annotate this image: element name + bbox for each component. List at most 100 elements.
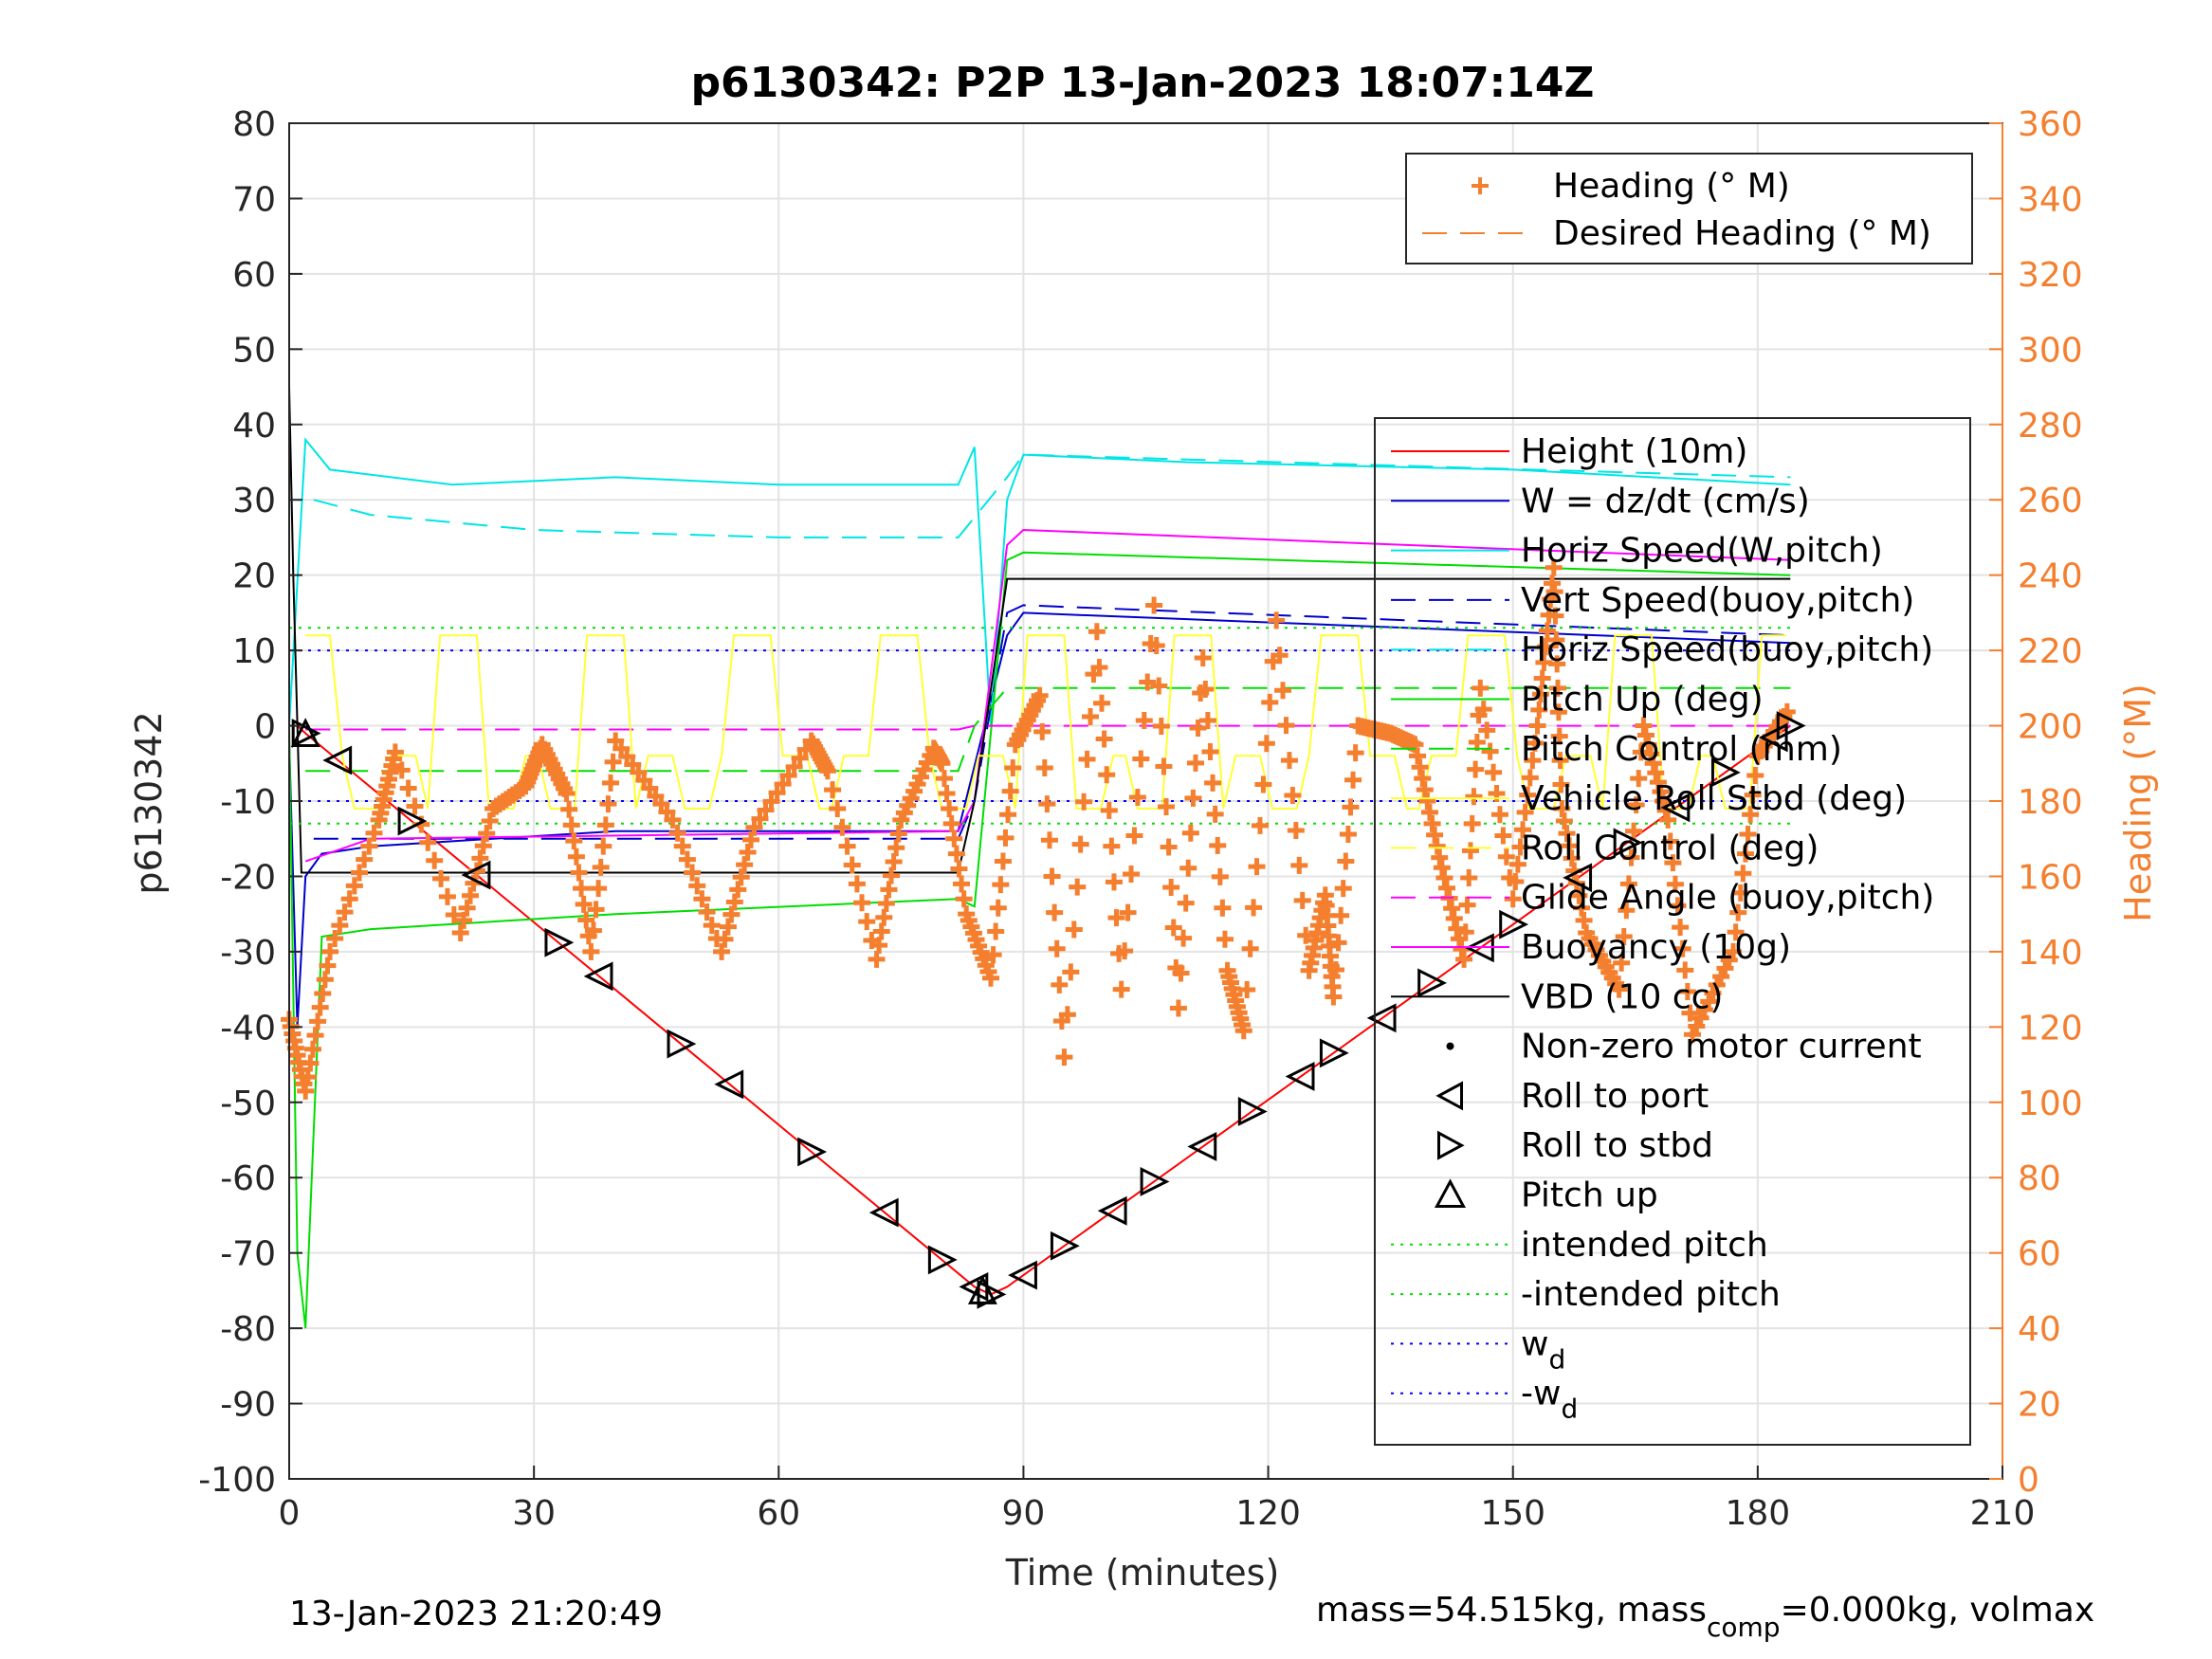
heading-point <box>722 905 740 923</box>
heading-point <box>1058 1006 1076 1024</box>
heading-point <box>1528 717 1546 735</box>
heading-point <box>1277 717 1295 735</box>
heading-point <box>1150 677 1168 695</box>
heading-point <box>587 901 605 919</box>
heading-point <box>1197 681 1215 699</box>
heading-point <box>1669 897 1687 915</box>
heading-point <box>1524 752 1542 770</box>
legend-label: Roll Control (deg) <box>1521 829 1819 867</box>
heading-point <box>693 890 711 908</box>
legend-label-text: Glide Angle (buoy,pitch) <box>1521 879 1934 918</box>
heading-point <box>1418 793 1436 810</box>
heading-point <box>678 850 696 868</box>
heading-point <box>1046 903 1064 921</box>
y-right-tick-label: 160 <box>2018 858 2083 897</box>
heading-point <box>877 895 895 913</box>
heading-point <box>941 799 959 817</box>
roll-port-marker <box>583 961 613 992</box>
heading-point <box>1546 607 1564 625</box>
heading-point <box>360 837 378 855</box>
heading-point <box>321 942 339 960</box>
heading-point <box>1271 647 1289 665</box>
heading-point <box>719 918 737 936</box>
x-tick-label: 90 <box>1002 1494 1046 1533</box>
heading-point <box>1206 805 1224 823</box>
heading-point <box>1155 757 1173 775</box>
heading-point <box>945 830 963 848</box>
heading-point <box>567 848 585 866</box>
heading-point <box>1545 583 1563 601</box>
heading-point <box>1448 920 1466 938</box>
legend-label: Horiz Speed(W,pitch) <box>1521 532 1883 571</box>
heading-point <box>1075 793 1093 811</box>
y-tick-label: 10 <box>232 632 276 671</box>
y-right-tick-label: 340 <box>2018 180 2083 219</box>
legend-tri-right <box>1437 1130 1465 1160</box>
heading-point <box>1644 755 1662 773</box>
heading-point <box>582 942 600 960</box>
heading-point <box>1119 903 1137 921</box>
heading-point <box>768 784 786 802</box>
heading-point <box>426 851 444 869</box>
heading-point <box>1132 750 1150 768</box>
heading-point <box>838 837 856 855</box>
heading-point <box>1071 835 1089 853</box>
legend-label: Vert Speed(buoy,pitch) <box>1521 581 1914 620</box>
heading-point <box>562 816 580 834</box>
x-tick-label: 0 <box>279 1494 301 1533</box>
y-tick-label: -30 <box>220 934 276 973</box>
heading-point <box>1048 939 1066 957</box>
heading-point <box>824 781 842 799</box>
roll-stbd-marker <box>291 719 321 748</box>
axes: 0 30 60 90 120 150 180 210-100-90-80-70-60-50-4… <box>198 105 2082 1533</box>
roll-stbd-marker <box>1237 1097 1268 1126</box>
heading-point <box>1177 894 1195 912</box>
roll-stbd-marker <box>1050 1231 1080 1261</box>
heading-point <box>462 886 480 904</box>
x-tick-label: 120 <box>1235 1494 1301 1533</box>
heading-point <box>584 921 602 939</box>
heading-point <box>1033 722 1051 740</box>
heading-point <box>1460 869 1478 887</box>
heading-point <box>1116 942 1134 960</box>
legend-heading-box <box>1405 153 1973 264</box>
heading-point <box>1474 701 1492 719</box>
heading-point <box>1627 795 1645 813</box>
heading-point <box>1456 923 1474 941</box>
heading-point <box>474 837 492 855</box>
heading-point <box>785 757 803 775</box>
legend-label-sub: d <box>1561 1394 1578 1425</box>
heading-point <box>1428 837 1446 855</box>
y-tick-label: -90 <box>220 1386 276 1425</box>
heading-point <box>1128 789 1146 807</box>
heading-point <box>331 917 349 935</box>
heading-point <box>885 852 903 870</box>
heading-point <box>1490 806 1508 824</box>
heading-point <box>1678 982 1696 1000</box>
heading-point <box>471 849 489 867</box>
series-pitch-up <box>288 551 1791 1329</box>
heading-point <box>883 866 901 884</box>
heading-point <box>745 818 763 836</box>
series-glide <box>305 724 1791 731</box>
heading-point <box>1729 903 1747 921</box>
heading-point <box>451 924 469 942</box>
heading-point <box>386 743 404 761</box>
legend-tri-up <box>1434 1178 1467 1208</box>
heading-point <box>1040 831 1058 849</box>
roll-stbd-marker <box>667 1029 697 1059</box>
heading-point <box>994 852 1012 870</box>
heading-point <box>1549 679 1567 697</box>
heading-point <box>742 830 760 848</box>
roll-port-marker <box>322 745 353 775</box>
y-right-tick-label: 100 <box>2018 1085 2083 1123</box>
roll-stbd-marker <box>1319 1038 1349 1068</box>
y-tick-label: -20 <box>220 858 276 897</box>
heading-point <box>1681 1004 1699 1022</box>
heading-point <box>1676 961 1694 979</box>
roll-stbd-marker <box>1710 757 1741 788</box>
roll-port-marker <box>868 1197 899 1228</box>
legend-heading-label: Desired Heading (° M) <box>1553 214 1931 253</box>
heading-point <box>872 922 890 940</box>
